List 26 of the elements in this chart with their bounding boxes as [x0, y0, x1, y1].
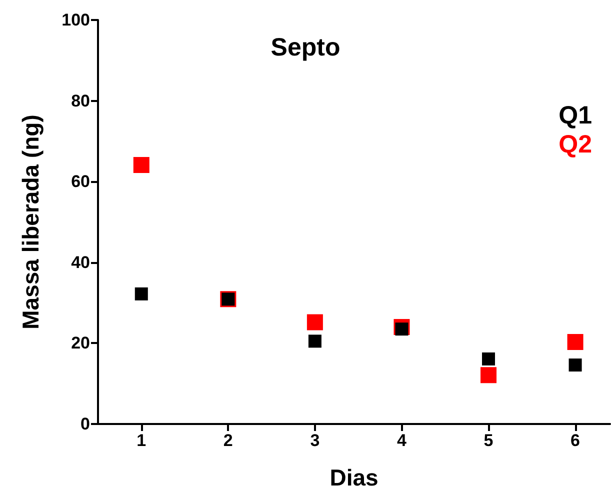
point	[568, 358, 582, 372]
y-tick-label: 20	[71, 334, 90, 353]
point	[480, 367, 497, 384]
y-axis-title: Massa liberada (ng)	[18, 114, 44, 330]
point	[306, 314, 323, 330]
point	[134, 287, 148, 300]
x-tick-label: 2	[223, 431, 233, 450]
text: Q2	[558, 130, 592, 158]
point	[567, 334, 584, 350]
y-tick-label: 40	[71, 252, 90, 272]
x-axis-title: Dias	[330, 464, 378, 490]
y-tick-label: 60	[71, 172, 90, 192]
point	[308, 334, 322, 348]
point	[133, 157, 150, 174]
point	[395, 322, 408, 336]
text: Septo	[270, 34, 340, 62]
x-tick-label: 4	[396, 431, 407, 450]
y-tick-label: 80	[71, 91, 90, 110]
text: Q1	[558, 102, 592, 130]
y-tick-label: 100	[62, 10, 90, 30]
x-tick-label: 1	[136, 431, 146, 450]
x-tick-label: 5	[484, 431, 494, 450]
x-tick-label: 6	[570, 431, 580, 450]
point	[482, 352, 496, 366]
x-tick-label: 3	[310, 431, 320, 450]
y-tick-label: 0	[80, 414, 90, 434]
